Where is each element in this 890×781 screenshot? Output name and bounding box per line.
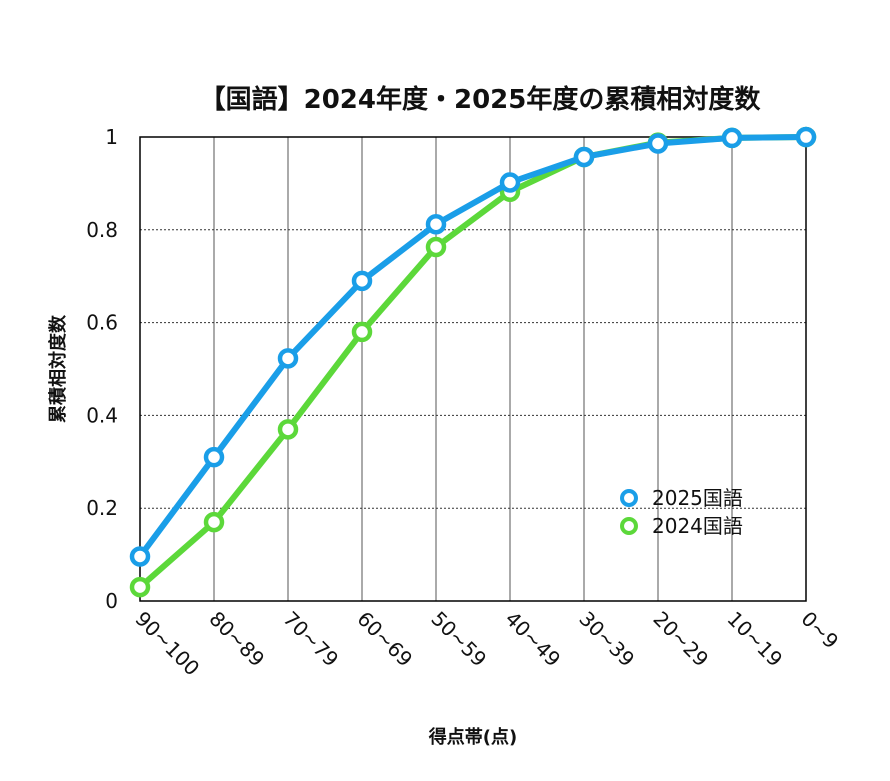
y-tick-label: 0.2 xyxy=(86,496,118,520)
y-tick-label: 0.6 xyxy=(86,311,118,335)
legend: 2025国語 2024国語 xyxy=(620,486,743,538)
data-point xyxy=(277,348,299,369)
data-point xyxy=(129,546,151,567)
data-point xyxy=(721,127,743,149)
series-2025 xyxy=(129,126,817,567)
data-point xyxy=(203,446,225,468)
data-point xyxy=(573,146,595,168)
series-line xyxy=(137,134,807,559)
x-axis-ticks: 90~100 80~89 70~79 60~69 50~59 40~49 30~39 20~2… xyxy=(130,607,843,681)
x-tick-label: 30~39 xyxy=(574,607,639,672)
y-tick-label: 0.4 xyxy=(86,403,118,427)
legend-marker xyxy=(620,489,638,507)
data-point xyxy=(795,126,817,148)
data-point xyxy=(499,172,521,193)
data-point xyxy=(647,133,669,154)
data-point xyxy=(425,213,447,235)
grid xyxy=(140,137,806,601)
x-tick-label: 80~89 xyxy=(204,607,269,672)
data-point xyxy=(129,576,151,598)
series-group xyxy=(129,126,817,598)
legend-label: 2024国語 xyxy=(652,514,743,538)
x-tick-label: 40~49 xyxy=(500,607,565,672)
y-tick-label: 0 xyxy=(105,589,118,613)
x-tick-label: 20~29 xyxy=(648,607,713,672)
x-tick-label: 60~69 xyxy=(352,607,417,672)
data-point xyxy=(351,321,373,343)
x-tick-label: 90~100 xyxy=(130,607,204,681)
x-tick-label: 10~19 xyxy=(722,607,787,672)
data-point xyxy=(351,270,373,292)
data-point xyxy=(425,236,447,258)
legend-label: 2025国語 xyxy=(652,486,743,510)
x-axis-label: 得点帯(点) xyxy=(428,726,517,748)
y-tick-label: 1 xyxy=(105,125,118,149)
x-tick-label: 70~79 xyxy=(278,607,343,672)
y-tick-label: 0.8 xyxy=(86,218,118,242)
legend-marker xyxy=(620,517,638,535)
y-axis-ticks: 0 0.2 0.4 0.6 0.8 1 xyxy=(86,125,118,613)
y-axis-label: 累積相対度数 xyxy=(47,314,69,423)
x-tick-label: 50~59 xyxy=(426,607,491,672)
plot-area xyxy=(139,136,807,602)
data-point xyxy=(203,511,225,533)
chart-title: 【国語】2024年度・2025年度の累積相対度数 xyxy=(200,84,762,115)
x-tick-label: 0~9 xyxy=(796,607,843,654)
data-point xyxy=(277,419,299,440)
